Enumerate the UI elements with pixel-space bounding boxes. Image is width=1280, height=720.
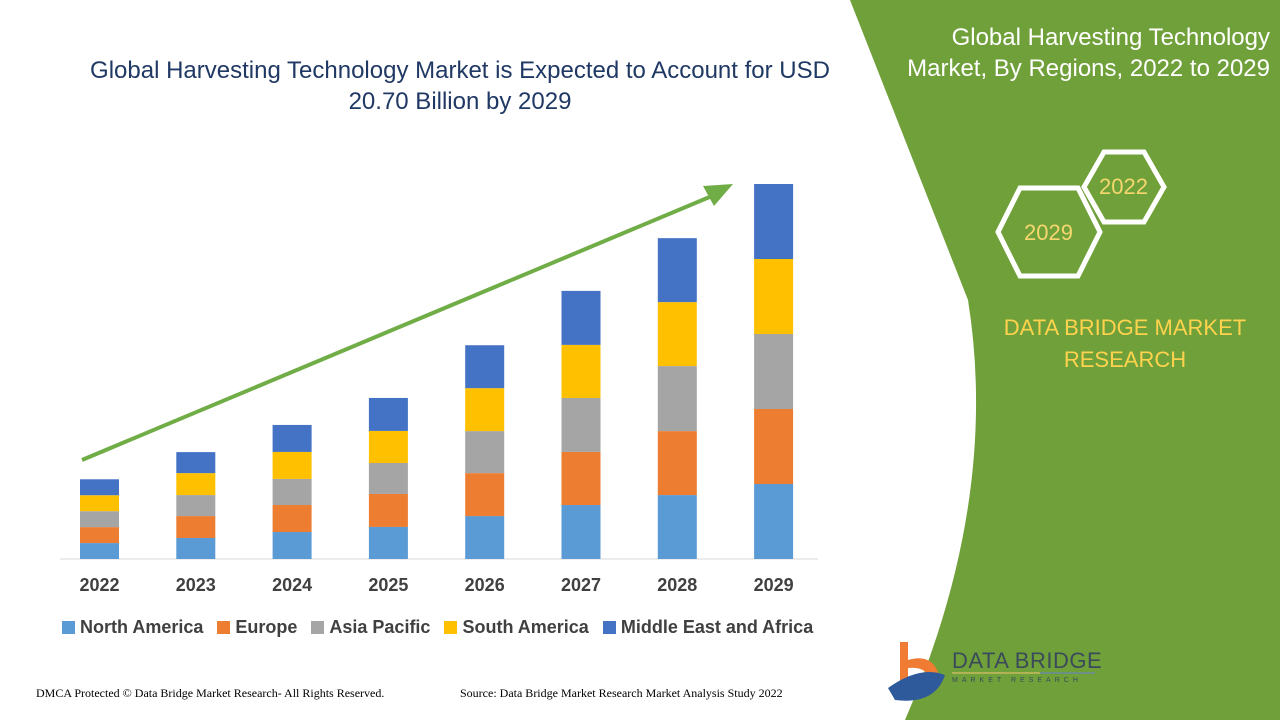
legend-swatch bbox=[444, 621, 458, 634]
bar-segment-2022-middle-east-and-africa bbox=[80, 479, 119, 496]
legend-swatch bbox=[602, 621, 616, 634]
footer-copyright: DMCA Protected © Data Bridge Market Rese… bbox=[36, 686, 385, 700]
hexagon-2029 bbox=[995, 185, 1103, 279]
bar-segment-2022-asia-pacific bbox=[80, 511, 119, 528]
trend-arrow-head bbox=[703, 184, 733, 206]
legend-item: Europe bbox=[217, 617, 297, 638]
bar-segment-2025-europe bbox=[368, 493, 408, 527]
bar-segment-2027-middle-east-and-africa bbox=[561, 290, 601, 345]
hexagon-2022 bbox=[1081, 149, 1167, 225]
trend-arrow-line bbox=[81, 194, 713, 462]
legend: North America Europe Asia Pacific South Ame… bbox=[62, 617, 813, 638]
bar-segment-2024-europe bbox=[272, 505, 312, 533]
bar-segment-2025-north-america bbox=[368, 526, 408, 559]
bar-segment-2022-north-america bbox=[80, 543, 119, 559]
legend-label: Europe bbox=[235, 617, 298, 637]
logo-text: DATA BRIDGE bbox=[952, 648, 1103, 673]
x-tick-label: 2027 bbox=[560, 575, 602, 595]
bar-segment-2027-europe bbox=[561, 451, 601, 506]
bar-segment-2026-europe bbox=[465, 473, 505, 517]
legend-item: North America bbox=[62, 617, 203, 638]
legend-swatch bbox=[217, 621, 231, 634]
bar-segment-2024-middle-east-and-africa bbox=[272, 424, 312, 452]
footer-source: Source: Data Bridge Market Research Mark… bbox=[460, 686, 783, 700]
bar-segment-2022-south-america bbox=[80, 495, 119, 512]
bar-segment-2028-north-america bbox=[657, 495, 697, 559]
bar-segment-2028-asia-pacific bbox=[657, 366, 697, 432]
x-tick-label: 2022 bbox=[79, 575, 120, 595]
bar-segment-2026-north-america bbox=[465, 516, 505, 559]
bar-segment-2028-europe bbox=[657, 431, 697, 496]
x-tick-label: 2029 bbox=[753, 575, 794, 595]
bar-segment-2027-north-america bbox=[561, 505, 601, 559]
legend-label: Middle East and Africa bbox=[620, 617, 814, 637]
bar-segment-2028-south-america bbox=[657, 302, 697, 367]
bar-segment-2029-middle-east-and-africa bbox=[754, 184, 794, 259]
bar-segment-2026-south-america bbox=[465, 388, 505, 432]
bar-segment-2024-asia-pacific bbox=[272, 478, 312, 506]
bar-segment-2026-middle-east-and-africa bbox=[465, 345, 505, 389]
bar-segment-2024-south-america bbox=[272, 451, 312, 479]
bar-segment-2029-asia-pacific bbox=[754, 334, 794, 409]
x-tick-label: 2028 bbox=[657, 575, 698, 595]
bar-segment-2027-south-america bbox=[561, 344, 601, 398]
chart-title: Global Harvesting Technology Market is E… bbox=[90, 57, 830, 115]
x-tick-label: 2026 bbox=[464, 575, 505, 595]
x-tick-label: 2024 bbox=[272, 575, 313, 595]
side-panel-title: Global Harvesting Technology Market, By … bbox=[907, 24, 1270, 82]
bar-segment-2023-north-america bbox=[176, 537, 216, 559]
bar-segment-2023-south-america bbox=[176, 473, 216, 496]
bar-segment-2029-north-america bbox=[754, 484, 794, 559]
logo-subtext: MARKET RESEARCH bbox=[952, 677, 1082, 684]
bar-segment-2023-europe bbox=[176, 516, 216, 538]
bar-segment-2024-north-america bbox=[272, 532, 312, 559]
data-bridge-logo bbox=[888, 642, 1095, 701]
bar-segment-2025-middle-east-and-africa bbox=[368, 397, 408, 431]
legend-item: Asia Pacific bbox=[311, 617, 430, 638]
side-panel-background bbox=[850, 0, 1280, 720]
x-tick-label: 2025 bbox=[368, 575, 409, 595]
legend-label: South America bbox=[462, 617, 589, 637]
bar-segment-2026-asia-pacific bbox=[465, 431, 505, 474]
bar-segment-2023-asia-pacific bbox=[176, 495, 216, 517]
legend-swatch bbox=[62, 621, 75, 634]
legend-item: Middle East and Africa bbox=[602, 617, 814, 638]
legend-swatch bbox=[311, 621, 325, 634]
hex-label-2022: 2022 bbox=[1099, 174, 1148, 199]
legend-label: Asia Pacific bbox=[329, 617, 431, 637]
legend-item: South America bbox=[444, 617, 589, 638]
hex-label-2029: 2029 bbox=[1024, 220, 1073, 245]
bar-segment-2029-south-america bbox=[754, 259, 794, 334]
legend-label: North America bbox=[80, 617, 204, 637]
bar-segment-2025-south-america bbox=[368, 430, 408, 463]
x-tick-label: 2023 bbox=[175, 575, 216, 595]
bar-segment-2028-middle-east-and-africa bbox=[657, 238, 697, 303]
brand-name: DATA BRIDGE MARKET RESEARCH bbox=[1003, 315, 1247, 372]
bar-segment-2022-europe bbox=[80, 527, 119, 544]
bar-segment-2025-asia-pacific bbox=[368, 462, 408, 494]
bar-segment-2023-middle-east-and-africa bbox=[176, 452, 216, 474]
bar-segment-2027-asia-pacific bbox=[561, 397, 601, 452]
bar-segment-2029-europe bbox=[754, 409, 794, 484]
